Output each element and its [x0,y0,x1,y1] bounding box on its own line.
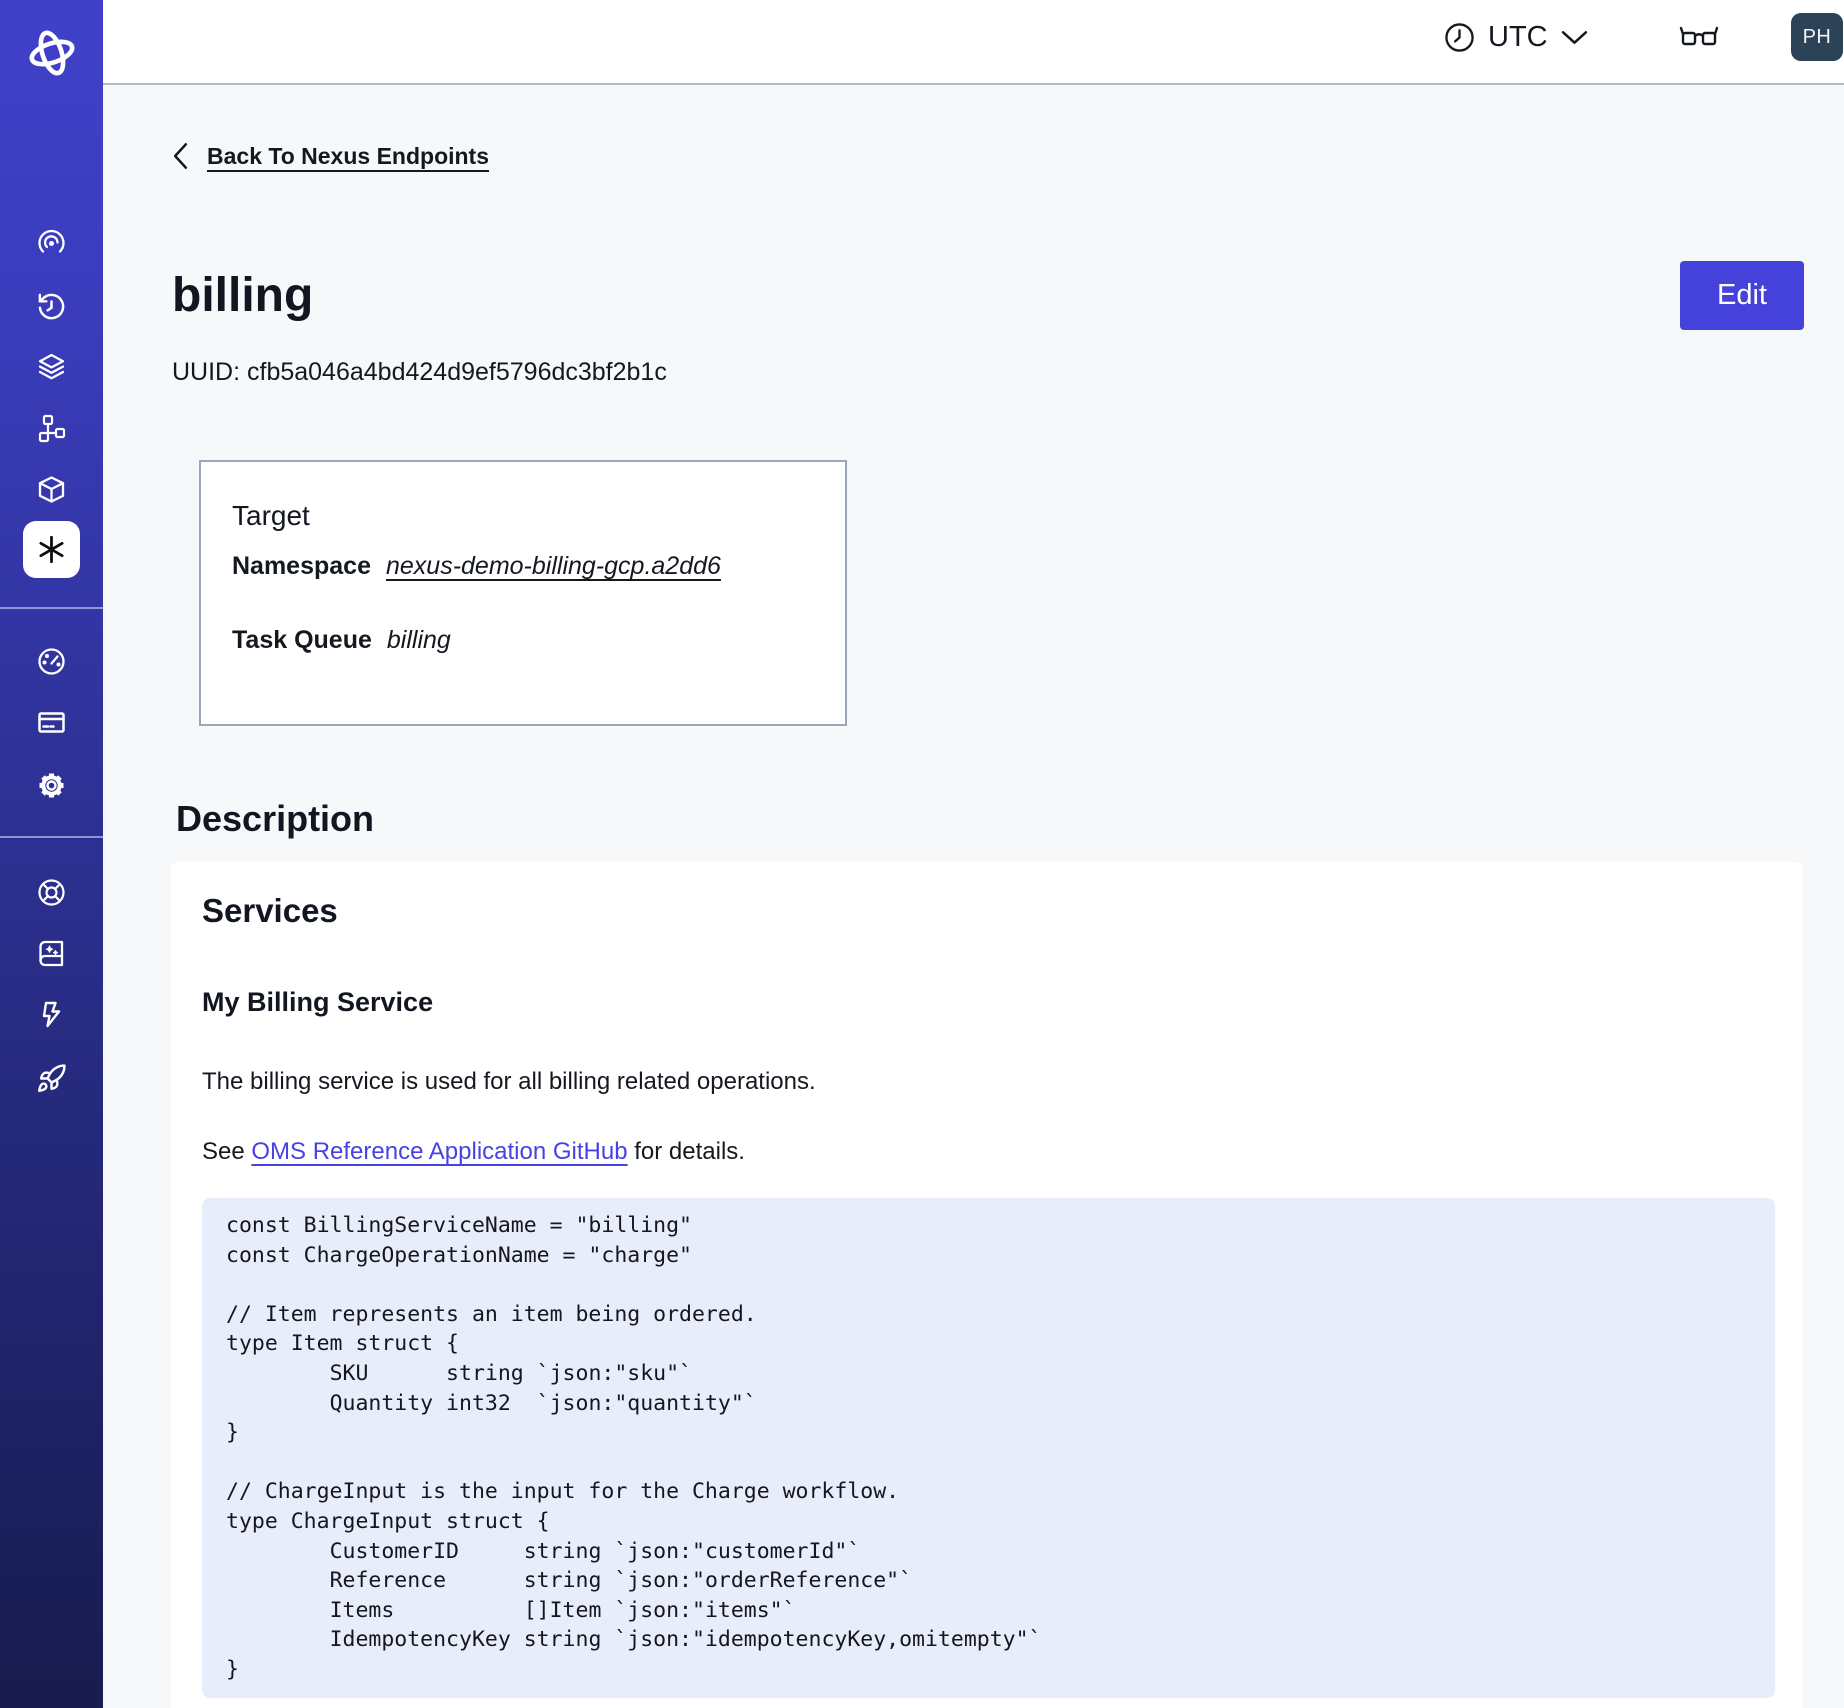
asterisk-nexus-icon [39,535,64,564]
lightning-icon [42,1001,61,1028]
target-heading: Target [232,500,310,531]
orbit-icon [38,229,65,253]
sidebar-item-settings[interactable] [36,770,67,801]
sidebar-item-getting-started[interactable] [36,1063,67,1094]
task-queue-label: Task Queue [232,626,372,654]
target-card: Target Namespace nexus-demo-billing-gcp.… [199,460,847,726]
cube-icon [38,476,65,503]
back-link[interactable]: Back To Nexus Endpoints [172,142,489,170]
see-prefix: See [202,1138,252,1165]
book-sparkles-icon [39,940,64,967]
chevron-left-icon [173,143,188,169]
life-buoy-icon [38,879,65,906]
sidebar-item-support[interactable] [36,877,67,908]
sidebar-divider [0,607,103,609]
rocket-icon [38,1064,66,1092]
services-heading: Services [202,892,338,929]
uuid-line: UUID: cfb5a046a4bd424d9ef5796dc3bf2b1c [172,358,667,386]
sidebar-item-usage[interactable] [36,646,67,677]
sidebar-item-nexus-active[interactable] [23,521,80,578]
go-code: const BillingServiceName = "billing" con… [226,1213,1042,1682]
dark-mode-toggle[interactable] [1679,23,1719,56]
sidebar-item-workflows[interactable] [36,228,67,259]
service-name-heading: My Billing Service [202,987,434,1017]
credit-card-icon [38,712,65,733]
workflow-nodes-icon [38,414,66,443]
avatar-initials: PH [1802,25,1832,48]
namespace-link[interactable]: nexus-demo-billing-gcp.a2dd6 [385,552,721,580]
history-clock-icon [38,293,65,320]
avatar[interactable]: PH [1791,13,1843,61]
edit-button[interactable]: Edit [1680,261,1804,330]
sidebar-item-deployments[interactable] [36,413,67,444]
see-details-line: See OMS Reference Application GitHub for… [202,1138,1772,1166]
sidebar-item-feedback[interactable] [36,999,67,1030]
back-link-label: Back To Nexus Endpoints [207,142,490,169]
sidebar-divider [0,836,103,838]
glasses-icon [1679,26,1719,46]
clock-icon [1445,23,1474,52]
oms-github-link[interactable]: OMS Reference Application GitHub [251,1138,628,1165]
sidebar-item-billing[interactable] [36,707,67,738]
code-block: const BillingServiceName = "billing" con… [202,1198,1775,1698]
gear-icon [39,773,64,798]
page-title: billing [172,269,314,322]
timezone-selector[interactable]: UTC [1444,21,1588,54]
sidebar [0,0,103,1708]
timezone-label: UTC [1488,21,1548,53]
sidebar-item-schedules[interactable] [36,291,67,322]
sidebar-item-archival[interactable] [36,474,67,505]
service-description: The billing service is used for all bill… [202,1068,816,1095]
sidebar-item-docs[interactable] [36,938,67,969]
sidebar-item-namespaces[interactable] [36,351,67,382]
task-queue-value: billing [386,626,451,654]
see-suffix: for details. [627,1138,745,1165]
namespace-label: Namespace [232,552,371,580]
gauge-icon [38,648,65,675]
chevron-down-icon [1561,31,1587,44]
description-card: Services My Billing Service The billing … [171,862,1803,1708]
layers-icon [38,353,65,380]
description-heading: Description [176,798,375,839]
temporal-logo[interactable] [25,26,79,80]
topbar: UTC PH [103,0,1844,85]
